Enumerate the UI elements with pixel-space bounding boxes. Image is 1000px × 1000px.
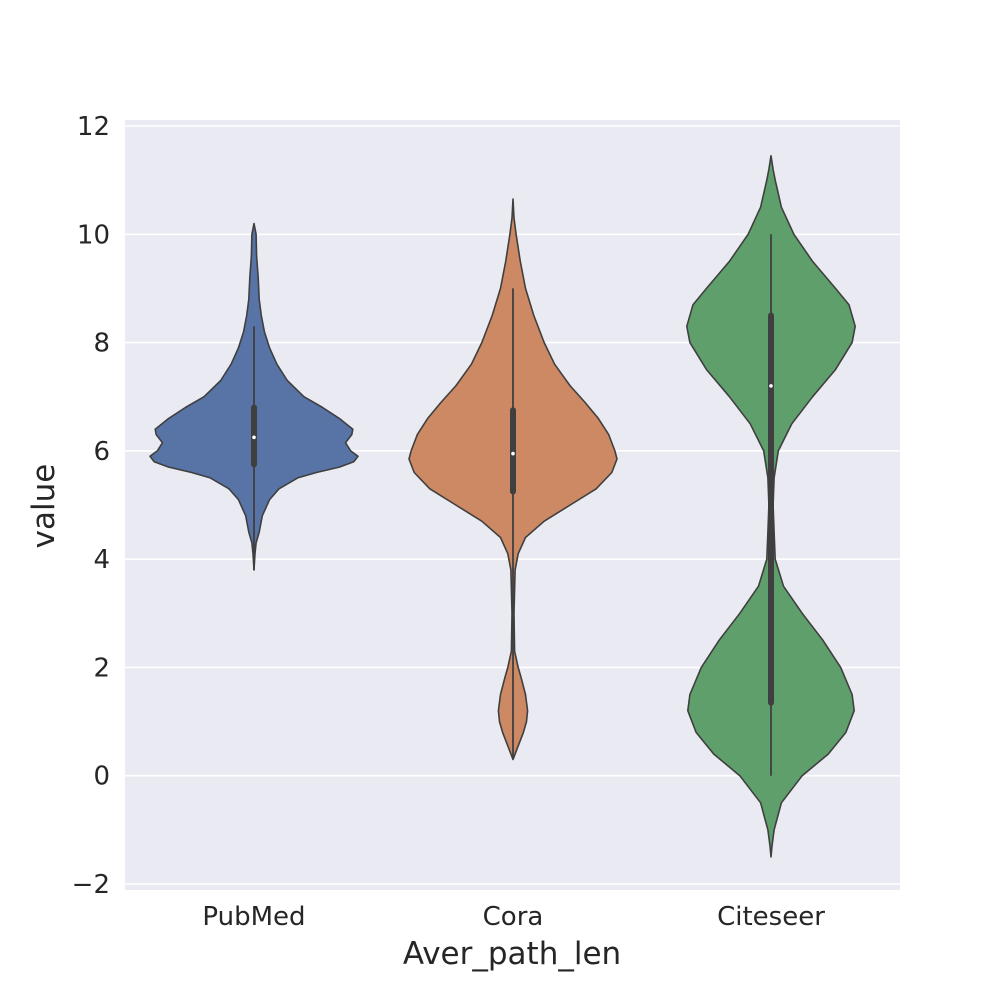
y-tick-label: 6 [93, 437, 110, 467]
x-tick-labels: PubMed Cora Citeseer [202, 902, 825, 932]
x-tick-label: PubMed [202, 902, 305, 932]
y-tick-label: 4 [93, 545, 110, 575]
median-point-pubmed [252, 435, 256, 440]
x-tick-label: Cora [483, 902, 544, 932]
median-point-cora [511, 451, 515, 456]
violins [149, 155, 856, 858]
median-point-citeseer [769, 384, 773, 388]
y-tick-label: 2 [93, 653, 110, 683]
y-tick-labels: −2 0 2 4 6 8 10 12 [72, 112, 110, 900]
x-tick-label: Citeseer [717, 902, 825, 932]
y-axis-label: value [26, 464, 62, 549]
y-tick-label: −2 [72, 870, 110, 900]
x-axis-label: Aver_path_len [403, 936, 621, 972]
y-tick-label: 8 [93, 329, 110, 359]
y-tick-label: 10 [77, 220, 110, 250]
y-tick-label: 0 [93, 762, 110, 792]
y-tick-label: 12 [77, 112, 110, 142]
